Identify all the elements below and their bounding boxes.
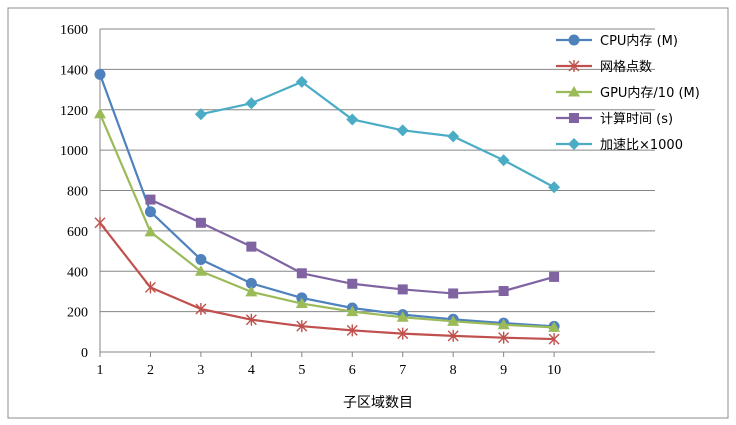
data-point	[397, 284, 408, 295]
data-point	[144, 225, 157, 237]
y-tick-label: 200	[67, 306, 88, 321]
data-point	[296, 268, 307, 279]
data-point	[245, 285, 258, 297]
x-tick-label: 9	[500, 363, 507, 378]
legend-label: 网格点数	[600, 59, 652, 75]
legend-swatch-marker	[568, 86, 580, 97]
legend-swatch-marker	[568, 60, 580, 72]
data-point	[295, 297, 308, 309]
y-tick-label: 400	[67, 265, 88, 280]
series-4	[145, 194, 560, 299]
legend-swatch-marker	[569, 113, 579, 123]
data-point	[144, 281, 156, 294]
y-tick-label: 600	[67, 225, 88, 240]
data-point	[346, 113, 359, 126]
data-point	[94, 216, 106, 229]
data-point	[347, 278, 358, 289]
x-tick-label: 10	[547, 363, 561, 378]
series-line	[99, 222, 555, 341]
axes	[99, 29, 655, 357]
data-point	[397, 327, 409, 340]
legend-label: CPU内存 (M)	[600, 33, 678, 49]
data-point	[195, 303, 207, 316]
x-tick-label: 7	[399, 363, 406, 378]
legend-item-5: 加速比×1000	[556, 138, 683, 153]
data-point	[548, 333, 560, 346]
y-tick-label: 0	[81, 346, 88, 361]
x-tick-label: 5	[298, 363, 305, 378]
legend-item-4: 计算时间 (s)	[556, 112, 673, 127]
series-3	[94, 107, 561, 332]
legend-label: 加速比×1000	[600, 138, 683, 153]
data-point	[245, 97, 258, 110]
data-point	[448, 288, 459, 299]
y-tick-label: 800	[67, 185, 88, 200]
data-point	[94, 68, 106, 80]
data-point	[498, 331, 510, 344]
data-point	[497, 318, 510, 330]
data-point	[346, 324, 358, 337]
series-2	[94, 216, 560, 346]
data-point	[447, 329, 459, 342]
data-point	[94, 107, 106, 119]
legend-label: 计算时间 (s)	[600, 112, 673, 127]
legend-item-2: 网格点数	[556, 59, 652, 75]
data-point	[548, 181, 561, 194]
series-group	[94, 68, 561, 346]
data-point	[497, 154, 510, 167]
data-point	[548, 321, 561, 332]
data-point	[296, 320, 308, 333]
legend-label: GPU内存/10 (M)	[600, 85, 700, 101]
x-tick-label: 1	[97, 363, 104, 378]
x-tick-label: 2	[147, 363, 154, 378]
data-point	[145, 194, 156, 205]
legend-swatch-marker	[568, 34, 580, 46]
chart-border	[7, 7, 729, 419]
data-point	[245, 313, 257, 326]
y-tick-label: 1600	[60, 23, 88, 38]
legend-item-3: GPU内存/10 (M)	[556, 85, 700, 101]
data-point	[194, 265, 207, 276]
y-tick-label: 1000	[60, 144, 88, 159]
data-point	[498, 286, 509, 297]
data-point	[194, 108, 207, 121]
x-tick-labels: 1 2 3 4 5 6 7 8 9 10	[97, 363, 562, 378]
data-point	[195, 217, 206, 228]
gridlines	[100, 28, 655, 313]
series-5	[194, 75, 561, 194]
data-point	[549, 271, 560, 282]
legend-swatch-marker	[568, 138, 580, 150]
data-point	[346, 305, 359, 317]
data-point	[447, 315, 460, 326]
x-tick-label: 8	[450, 363, 457, 378]
x-tick-label: 6	[349, 363, 356, 378]
data-point	[447, 130, 460, 143]
data-point	[396, 311, 409, 322]
series-line	[98, 113, 555, 329]
y-tick-label: 1400	[60, 63, 88, 78]
series-line	[200, 80, 555, 189]
legend: CPU内存 (M) 网格点数 GPU内存/10 (M) 计算时间 (s) 加速比×100…	[556, 33, 700, 153]
x-tick-label: 4	[248, 363, 255, 378]
data-point	[396, 124, 409, 137]
data-point	[144, 206, 156, 218]
data-point	[295, 75, 308, 88]
legend-item-1: CPU内存 (M)	[556, 33, 678, 49]
data-point	[195, 254, 207, 266]
series-line	[98, 74, 555, 328]
x-axis-title: 子区域数目	[343, 395, 413, 411]
x-tick-label: 3	[197, 363, 204, 378]
y-tick-label: 1200	[60, 104, 88, 119]
y-tick-labels: 0 200 400 600 800 1000 1200 1400 1600	[60, 23, 88, 361]
data-point	[246, 241, 257, 252]
